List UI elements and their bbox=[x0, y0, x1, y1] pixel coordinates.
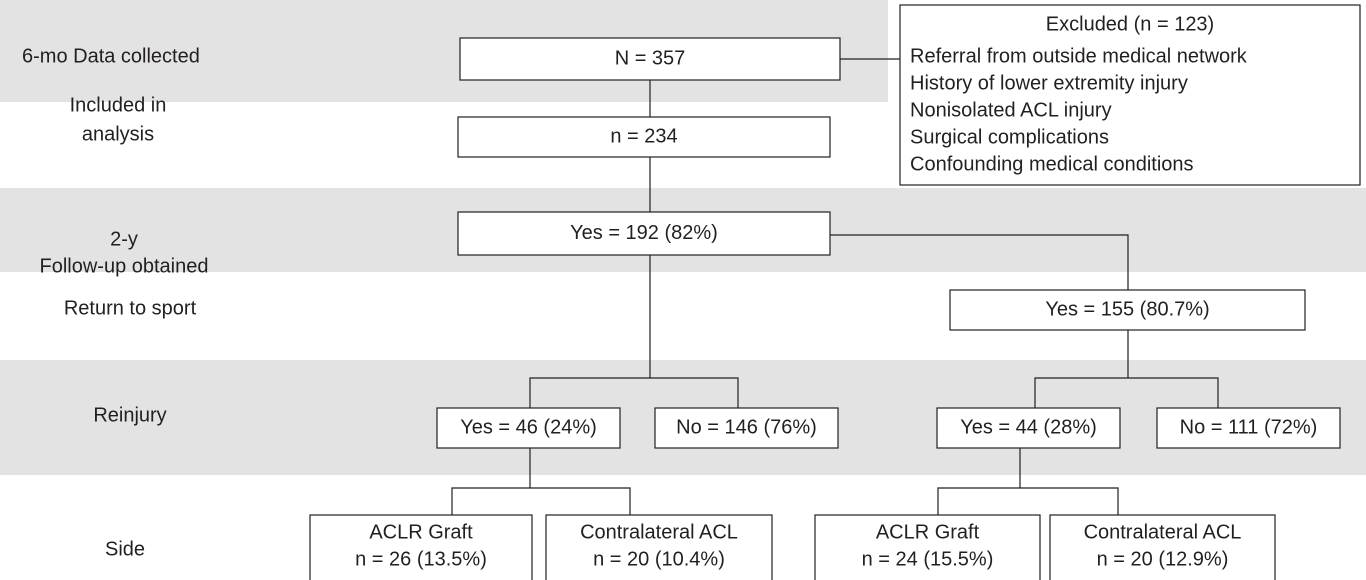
node-text: n = 20 (10.4%) bbox=[593, 548, 725, 570]
node-box bbox=[457, 211, 831, 256]
row-label: 2-y bbox=[110, 228, 138, 250]
node-text: N = 357 bbox=[615, 47, 686, 69]
node-box bbox=[949, 289, 1306, 331]
node-box bbox=[457, 116, 831, 158]
node-box bbox=[814, 514, 1041, 580]
row-label: Reinjury bbox=[93, 404, 166, 426]
excluded-item: History of lower extremity injury bbox=[910, 72, 1188, 94]
node-text: ACLR Graft bbox=[876, 521, 980, 543]
excluded-item: Nonisolated ACL injury bbox=[910, 99, 1112, 121]
row-label: Follow-up obtained bbox=[40, 255, 209, 277]
node-box bbox=[459, 37, 841, 81]
node-box bbox=[545, 514, 773, 580]
node-text: No = 111 (72%) bbox=[1180, 416, 1318, 438]
node-box bbox=[1049, 514, 1276, 580]
node-box bbox=[936, 407, 1121, 449]
row-label: Included in bbox=[70, 94, 167, 116]
node-box bbox=[1156, 407, 1341, 449]
node-text: n = 20 (12.9%) bbox=[1097, 548, 1229, 570]
connectors bbox=[451, 58, 1219, 515]
row-label: Return to sport bbox=[64, 297, 197, 319]
excluded-title: Excluded (n = 123) bbox=[1046, 13, 1214, 35]
node-text: Yes = 44 (28%) bbox=[960, 416, 1097, 438]
node-text: n = 26 (13.5%) bbox=[355, 548, 487, 570]
row-label: 6-mo Data collected bbox=[22, 45, 200, 67]
excluded-box bbox=[899, 4, 1361, 186]
node-text: ACLR Graft bbox=[369, 521, 473, 543]
node-text: Contralateral ACL bbox=[1084, 521, 1242, 543]
node-text: Yes = 155 (80.7%) bbox=[1045, 298, 1209, 320]
excluded-item: Surgical complications bbox=[910, 126, 1109, 148]
node-text: Yes = 192 (82%) bbox=[570, 222, 718, 244]
row-label: analysis bbox=[82, 123, 154, 145]
node-box bbox=[654, 407, 839, 449]
excluded-item: Confounding medical conditions bbox=[910, 153, 1194, 175]
row-label: Side bbox=[105, 538, 145, 560]
node-text: n = 24 (15.5%) bbox=[862, 548, 994, 570]
node-box bbox=[309, 514, 533, 580]
node-text: No = 146 (76%) bbox=[676, 416, 817, 438]
node-text: Contralateral ACL bbox=[580, 521, 738, 543]
excluded-item: Referral from outside medical network bbox=[910, 45, 1248, 67]
node-text: n = 234 bbox=[610, 125, 677, 147]
node-box bbox=[436, 407, 621, 449]
node-text: Yes = 46 (24%) bbox=[460, 416, 597, 438]
